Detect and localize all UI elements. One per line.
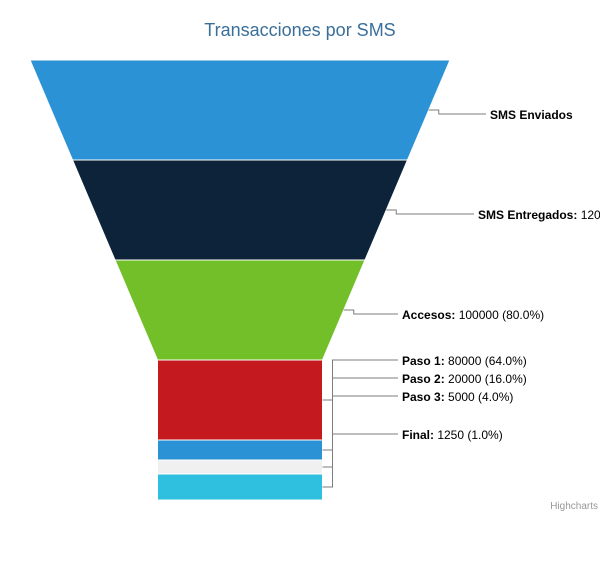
connector-line: [323, 396, 399, 467]
series-label: Final: 1250 (1.0%): [402, 428, 503, 442]
series-label: SMS Entregados: 120: [478, 208, 600, 222]
series-label: Paso 1: 80000 (64.0%): [402, 354, 527, 368]
connector-line: [386, 210, 474, 214]
series-label: Paso 3: 5000 (4.0%): [402, 390, 513, 404]
funnel-chart: Transacciones por SMS Highcharts SMS Env…: [0, 0, 600, 567]
funnel-slice[interactable]: [30, 60, 450, 160]
funnel-slice[interactable]: [158, 440, 323, 460]
connector-line: [344, 310, 398, 314]
funnel-slice[interactable]: [73, 160, 408, 260]
series-label: Accesos: 100000 (80.0%): [402, 308, 544, 322]
series-label: Paso 2: 20000 (16.0%): [402, 372, 527, 386]
connector-line: [429, 110, 486, 114]
series-label: SMS Enviados: [490, 108, 573, 122]
connector-line: [323, 434, 399, 487]
chart-credits[interactable]: Highcharts: [550, 501, 598, 512]
connector-line: [323, 360, 399, 400]
connector-line: [323, 378, 399, 450]
funnel-svg: [0, 0, 600, 567]
funnel-slice[interactable]: [158, 460, 323, 474]
funnel-slice[interactable]: [158, 360, 323, 440]
funnel-slice[interactable]: [158, 474, 323, 500]
funnel-slice[interactable]: [115, 260, 365, 360]
